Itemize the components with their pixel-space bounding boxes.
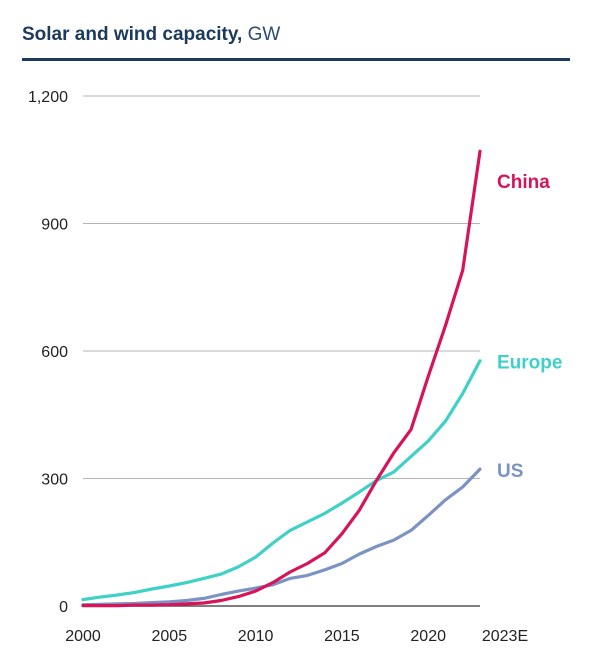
- y-tick-label-900: 900: [41, 217, 68, 234]
- x-tick-label-2020: 2020: [410, 628, 446, 645]
- x-tick-label-2010: 2010: [238, 628, 274, 645]
- chart-title: Solar and wind capacity, GW: [22, 22, 570, 48]
- chart-title-unit: GW: [242, 24, 281, 45]
- chart-header: Solar and wind capacity, GW: [22, 22, 570, 48]
- x-tick-label-2005: 2005: [152, 628, 188, 645]
- y-tick-label-600: 600: [41, 344, 68, 361]
- y-tick-label-1200: 1,200: [28, 89, 68, 106]
- x-tick-label-2000: 2000: [65, 628, 101, 645]
- y-tick-label-0: 0: [59, 599, 68, 616]
- x-tick-label-2023: 2023E: [482, 628, 528, 645]
- x-tick-label-2015: 2015: [324, 628, 360, 645]
- series-line-china: [81, 149, 482, 608]
- chart-title-main: Solar and wind capacity,: [22, 24, 243, 45]
- series-line-europe: [81, 359, 482, 602]
- series-line-us: [81, 467, 482, 607]
- series-label-us: US: [497, 461, 523, 482]
- series-label-europe: Europe: [497, 353, 562, 374]
- y-tick-label-300: 300: [41, 472, 68, 489]
- series-label-china: China: [497, 172, 550, 193]
- title-rule: [22, 58, 570, 61]
